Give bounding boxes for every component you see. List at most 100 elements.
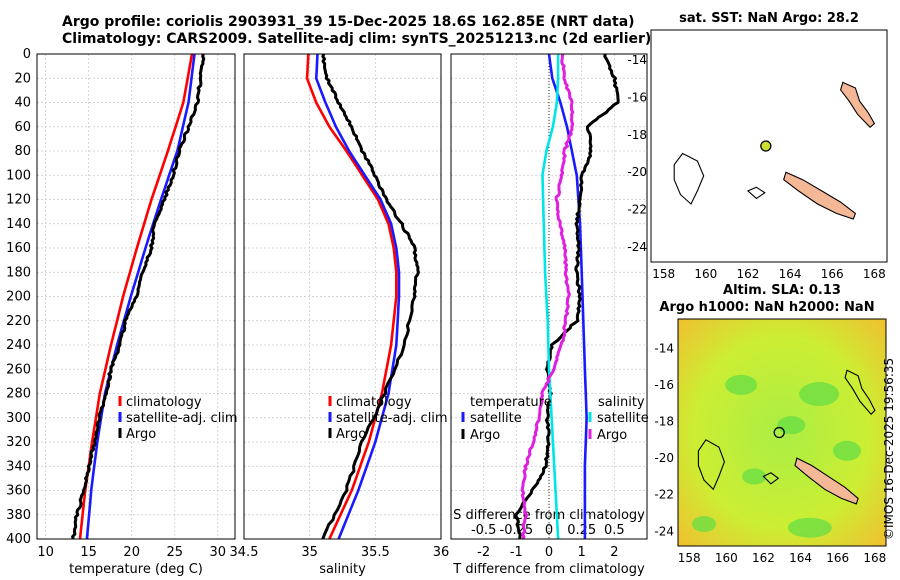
map-frame: [650, 29, 888, 263]
profile-panel-2: 34.5 35 35.5 36 salinity climatologysatellite…: [230, 53, 450, 577]
map-x-tick-label: 158: [652, 267, 675, 281]
profile-panel-3: -2 -1 0 1 2 T difference from climatology S di…: [450, 53, 649, 577]
reef-outline: [673, 152, 705, 205]
legend-entry: satellite: [597, 411, 649, 426]
argo-float-marker: [760, 140, 772, 152]
series-line-satellite-adj-clim: [85, 53, 196, 540]
x-tick-label: 30: [210, 545, 227, 560]
legend-entry: Argo: [336, 427, 366, 442]
legend-entry: satellite-adj. clim: [336, 411, 448, 426]
secondary-x-tick-label: 0: [545, 523, 553, 538]
y-tick-label: 260: [6, 362, 31, 377]
map-y-tick-label: -22: [627, 203, 647, 217]
legend-entry: Argo: [470, 428, 500, 443]
sla-anomaly-patch: [833, 440, 861, 461]
secondary-x-tick-label: 0.25: [567, 523, 596, 538]
y-tick-label: 180: [6, 265, 31, 280]
new-caledonia-landmass: [794, 457, 859, 505]
argo-float-marker: [773, 426, 785, 439]
reef-outline: [697, 439, 725, 491]
x-tick-label: 35: [301, 545, 318, 560]
imos-watermark: ©IMOS 16-Dec-2025 19:56:35: [882, 358, 896, 540]
sla-anomaly-patch: [725, 374, 758, 395]
x-axis-label: T difference from climatology: [452, 562, 645, 577]
map-title-line1: Altim. SLA: 0.13: [723, 283, 841, 298]
map-x-tick-label: 162: [752, 551, 775, 565]
y-tick-label: 240: [6, 338, 31, 353]
vanuatu-coastline: [839, 81, 876, 129]
y-tick-label: 40: [14, 96, 31, 111]
map-y-tick-label: -14: [654, 341, 674, 355]
legend-entry: Argo: [126, 427, 156, 442]
x-tick-label: 25: [166, 545, 183, 560]
sst-map: sat. SST: NaN Argo: 28.2 158 160 162 164 166 1…: [627, 11, 888, 281]
x-tick-label: 34.5: [230, 545, 259, 560]
series-line-satellite-adj-clim: [314, 53, 401, 540]
legend-entry: climatology: [126, 395, 202, 410]
sla-anomaly-patch: [799, 382, 840, 407]
y-tick-label: 100: [6, 168, 31, 183]
map-x-tick-label: 168: [863, 551, 886, 565]
x-axis-label: salinity: [319, 562, 366, 577]
figure-title-line2: Climatology: CARS2009. Satellite-adj cli…: [62, 31, 652, 47]
map-y-tick-label: -20: [627, 165, 647, 179]
map-x-tick-label: 158: [678, 551, 701, 565]
map-x-tick-label: 160: [715, 551, 738, 565]
x-tick-label: 35.5: [361, 545, 390, 560]
map-y-tick-label: -22: [654, 488, 674, 502]
map-title-line2: Argo h1000: NaN h2000: NaN: [659, 300, 874, 315]
x-tick-label: 1: [578, 545, 586, 560]
series-line-argo: [71, 53, 206, 540]
map-y-tick-label: -14: [627, 53, 647, 67]
y-tick-label: 80: [14, 144, 31, 159]
secondary-x-tick-label: -0.5: [471, 523, 496, 538]
plot-frame: [36, 53, 236, 540]
series-line-t-satellite: [547, 53, 588, 539]
reef-outline-small: [762, 472, 780, 485]
y-tick-label: 380: [6, 508, 31, 523]
y-tick-label: 140: [6, 217, 31, 232]
profile-panel-1: 0 20 40 60 80 100 120 140 160 180 200 220 240 260 280 3…: [6, 47, 237, 577]
legend-title-salinity: salinity: [598, 395, 645, 410]
map-y-tick-label: -18: [654, 415, 674, 429]
y-tick-label: 280: [6, 387, 31, 402]
map-x-tick-label: 162: [736, 267, 759, 281]
y-tick-label: 60: [14, 120, 31, 135]
x-tick-label: 0: [545, 545, 553, 560]
sla-anomaly-patch: [787, 517, 832, 538]
y-tick-label: 20: [14, 71, 31, 86]
x-tick-label: -2: [477, 545, 490, 560]
new-caledonia-landmass: [783, 171, 857, 220]
map-y-tick-label: -18: [627, 128, 647, 142]
x-tick-label: 15: [80, 545, 97, 560]
series-line-t-argo: [514, 53, 620, 540]
secondary-x-axis-label: S difference from climatology: [453, 508, 645, 523]
map-x-tick-label: 166: [826, 551, 849, 565]
sla-anomaly-patch: [742, 468, 767, 485]
y-tick-label: 220: [6, 314, 31, 329]
map-x-tick-label: 166: [821, 267, 844, 281]
legend-entry: Argo: [597, 428, 627, 443]
legend-title-temperature: temperature: [470, 395, 552, 410]
x-tick-label: -1: [510, 545, 523, 560]
map-y-tick-label: -16: [627, 90, 647, 104]
map-y-tick-label: -24: [654, 524, 674, 538]
sla-anomaly-patch: [777, 416, 806, 435]
plot-frame: [243, 53, 442, 540]
map-x-tick-label: 164: [779, 267, 802, 281]
secondary-x-tick-label: 0.5: [604, 523, 625, 538]
series-line-argo: [321, 53, 420, 540]
y-tick-label: 340: [6, 459, 31, 474]
y-tick-label: 400: [6, 532, 31, 547]
x-tick-label: 10: [37, 545, 54, 560]
y-tick-label: 160: [6, 241, 31, 256]
map-x-tick-label: 164: [789, 551, 812, 565]
map-title: sat. SST: NaN Argo: 28.2: [679, 11, 859, 26]
series-line-s-satellite: [541, 54, 560, 540]
y-tick-label: 0: [23, 47, 31, 62]
map-y-tick-label: -24: [627, 240, 647, 254]
legend-entry: satellite-adj. clim: [126, 411, 238, 426]
legend-entry: satellite: [470, 411, 522, 426]
x-tick-label: 36: [433, 545, 450, 560]
